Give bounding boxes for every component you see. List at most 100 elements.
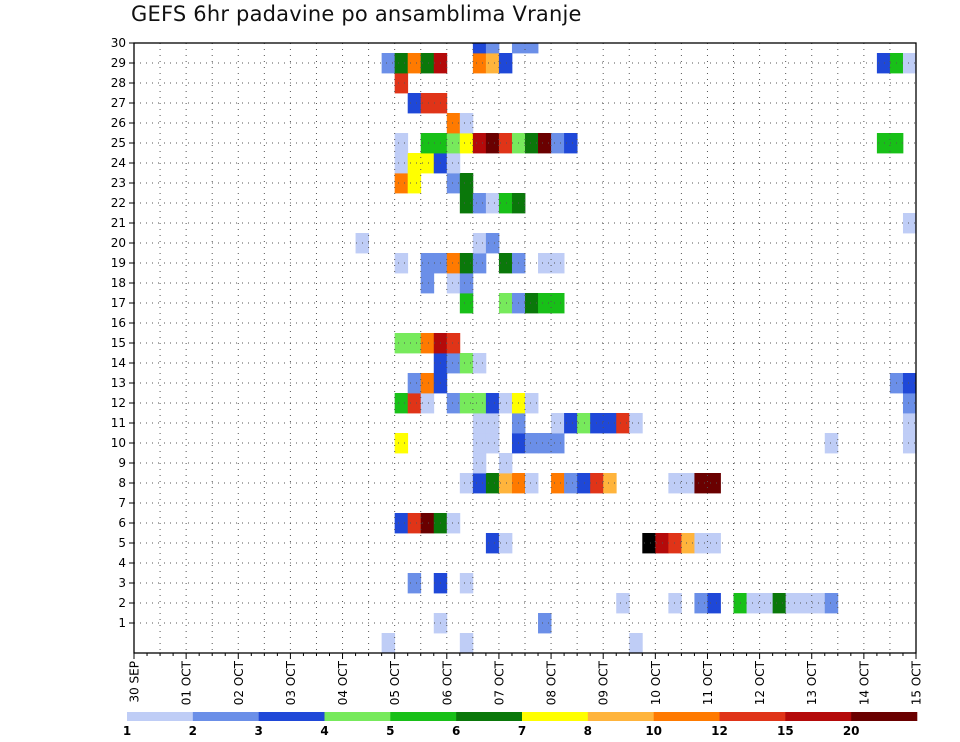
heatmap-cell — [394, 133, 409, 154]
heatmap-cell — [538, 133, 552, 154]
heatmap-cell — [772, 593, 787, 614]
heatmap-cell — [902, 213, 917, 234]
heatmap-cell — [472, 473, 487, 494]
y-tick-label: 26 — [111, 116, 126, 130]
heatmap-cell — [564, 413, 578, 434]
heatmap-cell — [459, 253, 474, 274]
heatmap-cell — [902, 53, 917, 74]
heatmap-cell — [876, 53, 891, 74]
heatmap-cell — [629, 633, 643, 654]
x-axis: 30 SEP 01 OCT 02 OCT 03 OCT 04 OCT 05 OCT 06 O… — [128, 653, 924, 705]
x-tick-label: 01 OCT — [180, 660, 194, 705]
legend-swatch — [522, 712, 589, 721]
y-tick-label: 16 — [111, 316, 126, 330]
heatmap-cell — [603, 413, 617, 434]
heatmap-cell — [616, 413, 630, 434]
y-tick-label: 29 — [111, 56, 126, 70]
heatmap-cell — [394, 513, 409, 534]
legend-swatch — [127, 712, 194, 721]
heatmap-cell — [485, 413, 500, 434]
heatmap-cell — [407, 333, 422, 354]
heatmap-cell — [538, 253, 552, 274]
heatmap-cell — [446, 153, 461, 174]
heatmap-cell — [472, 353, 487, 374]
heatmap-cell — [485, 133, 500, 154]
heatmap-cell — [694, 533, 708, 554]
heatmap-cell — [629, 413, 643, 434]
heatmap-cell — [694, 473, 708, 494]
y-tick-label: 4 — [118, 556, 126, 570]
heatmap-cell — [668, 473, 682, 494]
heatmap-cell — [420, 393, 435, 414]
y-tick-label: 19 — [111, 256, 126, 270]
heatmap-cell — [551, 133, 565, 154]
heatmap-cell — [459, 193, 474, 214]
heatmap-cell — [498, 393, 513, 414]
legend-swatch — [851, 712, 918, 721]
x-tick-label: 15 OCT — [910, 660, 924, 705]
y-tick-label: 11 — [111, 416, 126, 430]
heatmap-cell — [407, 173, 422, 194]
chart-grid — [134, 43, 916, 653]
heatmap-cell — [681, 533, 695, 554]
heatmap-cell — [498, 133, 513, 154]
heatmap-cell — [485, 433, 500, 454]
heatmap-cell — [603, 473, 617, 494]
heatmap-cell — [538, 433, 552, 454]
heatmap-cell — [381, 53, 396, 74]
heatmap-cell — [498, 253, 513, 274]
heatmap-cell — [407, 53, 422, 74]
y-tick-label: 24 — [111, 156, 126, 170]
legend-swatch — [785, 712, 852, 721]
legend-label: 10 — [645, 724, 662, 738]
y-tick-label: 1 — [118, 616, 126, 630]
heatmap-cell — [394, 253, 409, 274]
heatmap-cell — [551, 293, 565, 314]
heatmap-cell — [446, 173, 461, 194]
y-tick-label: 6 — [118, 516, 126, 530]
y-tick-label: 30 — [111, 36, 126, 50]
heatmap-cell — [472, 133, 487, 154]
heatmap-cell — [525, 133, 539, 154]
heatmap-cell — [446, 133, 461, 154]
heatmap-cell — [420, 273, 435, 294]
heatmap-cell — [485, 393, 500, 414]
x-tick-label: 07 OCT — [492, 660, 506, 705]
heatmap-cell — [824, 593, 839, 614]
heatmap-cell — [485, 533, 500, 554]
heatmap-cell — [525, 43, 539, 54]
heatmap-cell — [446, 513, 461, 534]
heatmap-cell — [394, 173, 409, 194]
y-tick-label: 14 — [111, 356, 126, 370]
heatmap-cell — [551, 253, 565, 274]
heatmap-cell — [668, 593, 682, 614]
heatmap-cell — [694, 593, 708, 614]
legend-label: 6 — [452, 724, 460, 738]
heatmap-cell — [902, 373, 917, 394]
heatmap-cell — [824, 433, 839, 454]
heatmap-cell — [459, 133, 474, 154]
heatmap-cell — [525, 433, 539, 454]
heatmap-cell — [407, 393, 422, 414]
legend-label: 3 — [254, 724, 262, 738]
heatmap-cell — [498, 53, 513, 74]
legend-swatch — [456, 712, 523, 721]
heatmap-cell — [381, 633, 396, 654]
heatmap-cell — [394, 73, 409, 94]
heatmap-cell — [472, 433, 487, 454]
y-tick-label: 10 — [111, 436, 126, 450]
y-tick-label: 22 — [111, 196, 126, 210]
legend-swatch — [719, 712, 786, 721]
x-tick-label: 03 OCT — [284, 660, 298, 705]
legend-label: 20 — [843, 724, 860, 738]
heatmap-cell — [459, 473, 474, 494]
heatmap-cell — [485, 193, 500, 214]
heatmap-cell — [394, 393, 409, 414]
heatmap-cell — [459, 113, 474, 134]
legend-label: 7 — [518, 724, 526, 738]
y-tick-label: 2 — [118, 596, 126, 610]
heatmap-cell — [407, 573, 422, 594]
heatmap-cell — [407, 513, 422, 534]
